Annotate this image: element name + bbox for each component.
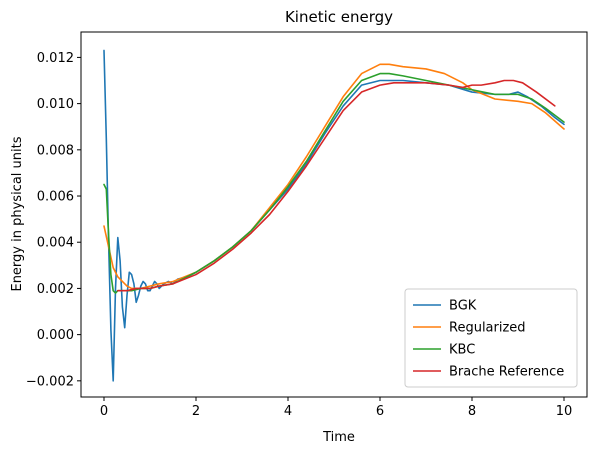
x-tick-label: 4 [284,404,292,419]
x-tick-label: 6 [376,404,384,419]
y-tick-label: 0.002 [37,282,74,297]
y-tick-label: 0.006 [37,190,74,205]
x-tick-label: 8 [468,404,476,419]
y-tick-label: 0.004 [37,236,74,251]
y-tick-label: 0.010 [37,97,74,112]
axis-ticks: 0 2 4 6 8 10 −0.002 0.000 0.002 0.004 0.006 0.008 0.… [26,51,572,419]
y-tick-label: 0.008 [37,143,74,158]
x-tick-label: 0 [100,404,108,419]
legend-label: KBC [449,343,475,358]
y-axis-title: Energy in physical units [10,136,25,291]
y-tick-label: 0.000 [37,328,74,343]
x-tick-label: 2 [192,404,200,419]
legend: BGK Regularized KBC Brache Reference [404,288,578,388]
axes-frame [80,31,588,398]
x-axis-title: Time [322,430,355,445]
y-tick-label: 0.012 [37,51,74,66]
chart-title: Kinetic energy [285,8,393,26]
legend-label: Regularized [449,321,526,336]
legend-label: BGK [449,299,477,314]
plot-area [103,49,565,382]
legend-label: Brache Reference [449,365,564,380]
series-line-brache-reference [117,79,556,292]
legend-box [404,288,578,388]
y-tick-label: −0.002 [26,374,74,389]
x-tick-label: 10 [556,404,573,419]
